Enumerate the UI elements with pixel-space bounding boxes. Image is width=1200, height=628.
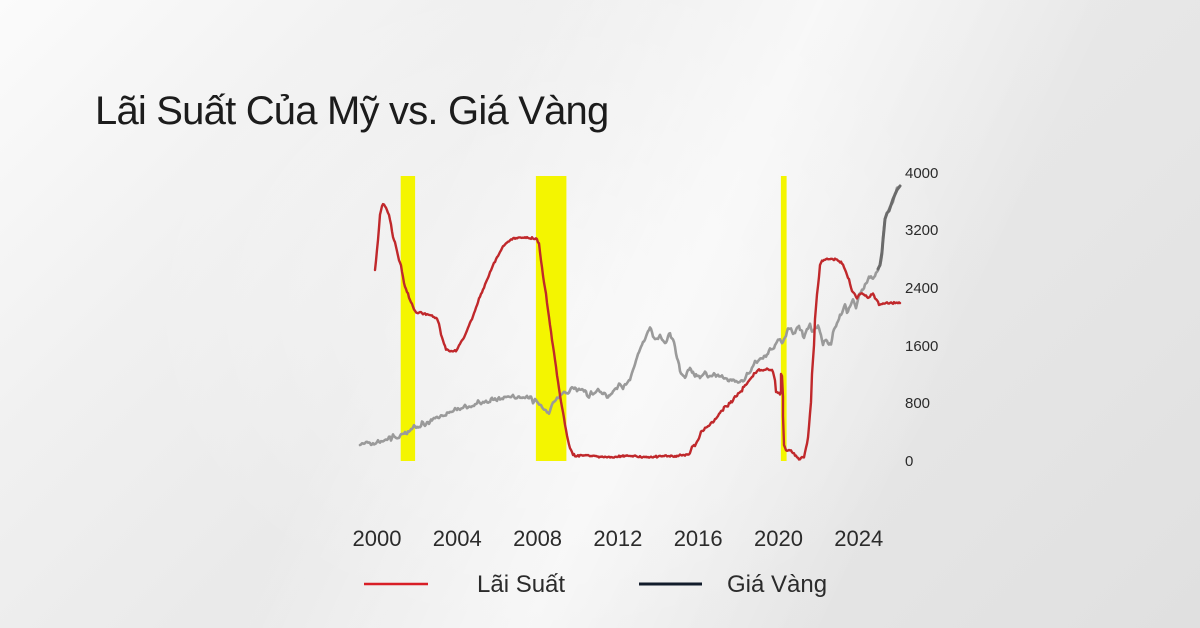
svg-text:Lãi Suất: Lãi Suất xyxy=(477,571,565,598)
svg-text:2020: 2020 xyxy=(754,526,803,551)
svg-text:2000: 2000 xyxy=(353,526,402,551)
svg-text:4000: 4000 xyxy=(905,165,938,182)
svg-text:2008: 2008 xyxy=(513,526,562,551)
svg-text:0: 0 xyxy=(905,453,913,470)
svg-text:1600: 1600 xyxy=(905,338,938,355)
svg-text:2024: 2024 xyxy=(834,526,883,551)
svg-text:2016: 2016 xyxy=(674,526,723,551)
svg-text:2012: 2012 xyxy=(593,526,642,551)
svg-text:2400: 2400 xyxy=(905,280,938,297)
svg-text:3200: 3200 xyxy=(905,222,938,239)
svg-text:2004: 2004 xyxy=(433,526,482,551)
svg-text:Giá Vàng: Giá Vàng xyxy=(727,571,827,598)
svg-text:800: 800 xyxy=(905,395,930,412)
